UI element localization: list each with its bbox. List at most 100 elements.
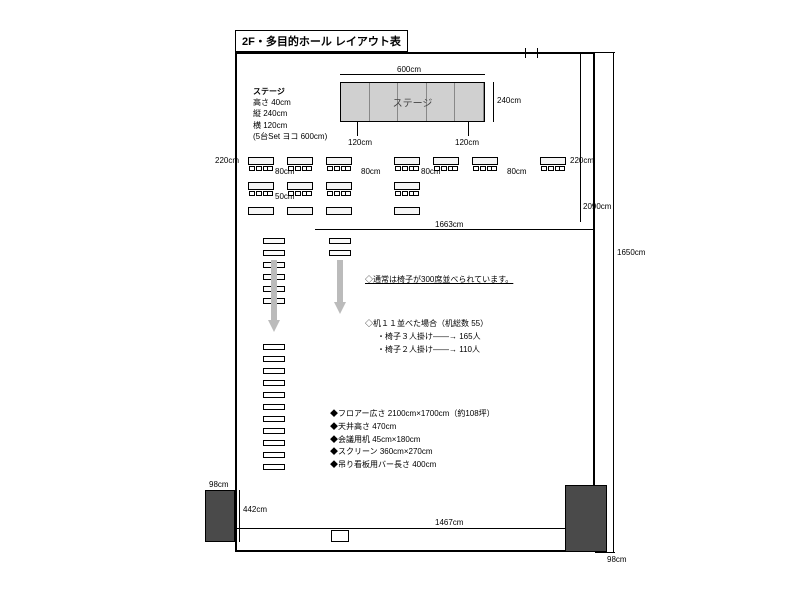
desk bbox=[326, 207, 352, 215]
dim-pillar-l-w: 98cm bbox=[209, 480, 229, 489]
desk bbox=[540, 157, 566, 165]
chair bbox=[267, 191, 273, 196]
dim-bottom-width: 1467cm bbox=[435, 518, 463, 527]
stage-spec-line: (5台Set ヨコ 600cm) bbox=[253, 131, 327, 142]
chair bbox=[413, 191, 419, 196]
chair bbox=[395, 166, 401, 171]
arrow-head-icon bbox=[268, 320, 280, 332]
chair bbox=[249, 191, 255, 196]
chair bbox=[249, 166, 255, 171]
note-desk-capacity: ◇机１１並べた場合（机総数 55） ・椅子３人掛け――→ 165人 ・椅子２人掛… bbox=[365, 318, 488, 356]
dim-pillar-l-h: 442cm bbox=[243, 505, 267, 514]
desk-outline bbox=[263, 404, 285, 410]
chair bbox=[306, 166, 312, 171]
dim-stage-right: 240cm bbox=[497, 96, 521, 105]
stage-spec-line: 高さ 40cm bbox=[253, 97, 327, 108]
tick bbox=[525, 48, 526, 58]
desk bbox=[248, 207, 274, 215]
floorplan-canvas: 2F・多目的ホール レイアウト表 600cm ステージ 240cm 120cm … bbox=[135, 30, 655, 565]
chair bbox=[334, 191, 340, 196]
stage-spec-line: 横 120cm bbox=[253, 120, 327, 131]
chair bbox=[434, 166, 440, 171]
dim-line bbox=[468, 122, 469, 136]
chair bbox=[413, 166, 419, 171]
desk bbox=[248, 157, 274, 165]
desk bbox=[394, 157, 420, 165]
dim-line bbox=[613, 52, 614, 552]
desk bbox=[287, 182, 313, 190]
arrow-head-icon bbox=[334, 302, 346, 314]
note-line: ・椅子２人掛け――→ 110人 bbox=[365, 344, 488, 357]
chair bbox=[452, 166, 458, 171]
dim-line bbox=[315, 229, 595, 230]
tick bbox=[537, 48, 538, 58]
dim-line bbox=[595, 52, 615, 53]
chair bbox=[402, 191, 408, 196]
pillar-left bbox=[205, 490, 235, 542]
arrow-shaft bbox=[271, 260, 277, 320]
desk-outline bbox=[263, 392, 285, 398]
chair bbox=[267, 166, 273, 171]
dim-row-right: 220cm bbox=[570, 156, 594, 165]
desk bbox=[394, 207, 420, 215]
chair bbox=[288, 191, 294, 196]
arrow-shaft bbox=[337, 260, 343, 302]
dim-stage-leg-r: 120cm bbox=[455, 138, 479, 147]
desk-outline bbox=[263, 428, 285, 434]
chair bbox=[541, 166, 547, 171]
desk-outline bbox=[263, 368, 285, 374]
desk-outline bbox=[263, 464, 285, 470]
desk bbox=[287, 207, 313, 215]
dim-row-left: 220cm bbox=[215, 156, 239, 165]
stage-label: ステージ bbox=[341, 95, 484, 110]
desk-outline bbox=[263, 452, 285, 458]
chair bbox=[295, 166, 301, 171]
dim-line bbox=[239, 490, 240, 542]
chair bbox=[288, 166, 294, 171]
dim-stage-top: 600cm bbox=[397, 65, 421, 74]
chair bbox=[473, 166, 479, 171]
chair bbox=[402, 166, 408, 171]
chair bbox=[559, 166, 565, 171]
hall-specs: ◆フロアー広さ 2100cm×1700cm（約108坪） ◆天井高さ 470cm… bbox=[330, 408, 495, 472]
note-line: ◇机１１並べた場合（机総数 55） bbox=[365, 318, 488, 331]
spec-line: ◆フロアー広さ 2100cm×1700cm（約108坪） bbox=[330, 408, 495, 421]
dim-line bbox=[235, 528, 565, 529]
chair bbox=[256, 166, 262, 171]
dim-line bbox=[340, 74, 485, 75]
spec-line: ◆吊り看板用バー長さ 400cm bbox=[330, 459, 495, 472]
floor-marker bbox=[331, 530, 349, 542]
desk bbox=[472, 157, 498, 165]
chair bbox=[256, 191, 262, 196]
stage-spec-line: 縦 240cm bbox=[253, 108, 327, 119]
desk bbox=[287, 157, 313, 165]
dim-pillar-r-w: 98cm bbox=[607, 555, 627, 564]
note-usual-seating: ◇通常は椅子が300席並べられています。 bbox=[365, 274, 513, 287]
spec-line: ◆スクリーン 360cm×270cm bbox=[330, 446, 495, 459]
desk bbox=[433, 157, 459, 165]
desk-small bbox=[263, 250, 285, 256]
desk-small bbox=[329, 238, 351, 244]
chair bbox=[548, 166, 554, 171]
chair bbox=[306, 191, 312, 196]
desk-outline bbox=[263, 356, 285, 362]
spec-line: ◆会議用机 45cm×180cm bbox=[330, 434, 495, 447]
spec-line: ◆天井高さ 470cm bbox=[330, 421, 495, 434]
chair bbox=[345, 191, 351, 196]
dim-line bbox=[493, 82, 494, 122]
chair bbox=[327, 191, 333, 196]
dim-gap80: 80cm bbox=[361, 167, 381, 176]
chair bbox=[345, 166, 351, 171]
pillar-right bbox=[565, 485, 607, 552]
stage-spec-title: ステージ bbox=[253, 86, 327, 97]
dim-line bbox=[580, 52, 581, 222]
desk bbox=[326, 157, 352, 165]
stage: ステージ bbox=[340, 82, 485, 122]
desk-outline bbox=[263, 380, 285, 386]
stage-spec: ステージ 高さ 40cm 縦 240cm 横 120cm (5台Set ヨコ 6… bbox=[253, 86, 327, 142]
chair bbox=[327, 166, 333, 171]
dim-line bbox=[595, 552, 615, 553]
chair bbox=[395, 191, 401, 196]
desk-small bbox=[329, 250, 351, 256]
note-line: ◇通常は椅子が300席並べられています。 bbox=[365, 275, 513, 284]
